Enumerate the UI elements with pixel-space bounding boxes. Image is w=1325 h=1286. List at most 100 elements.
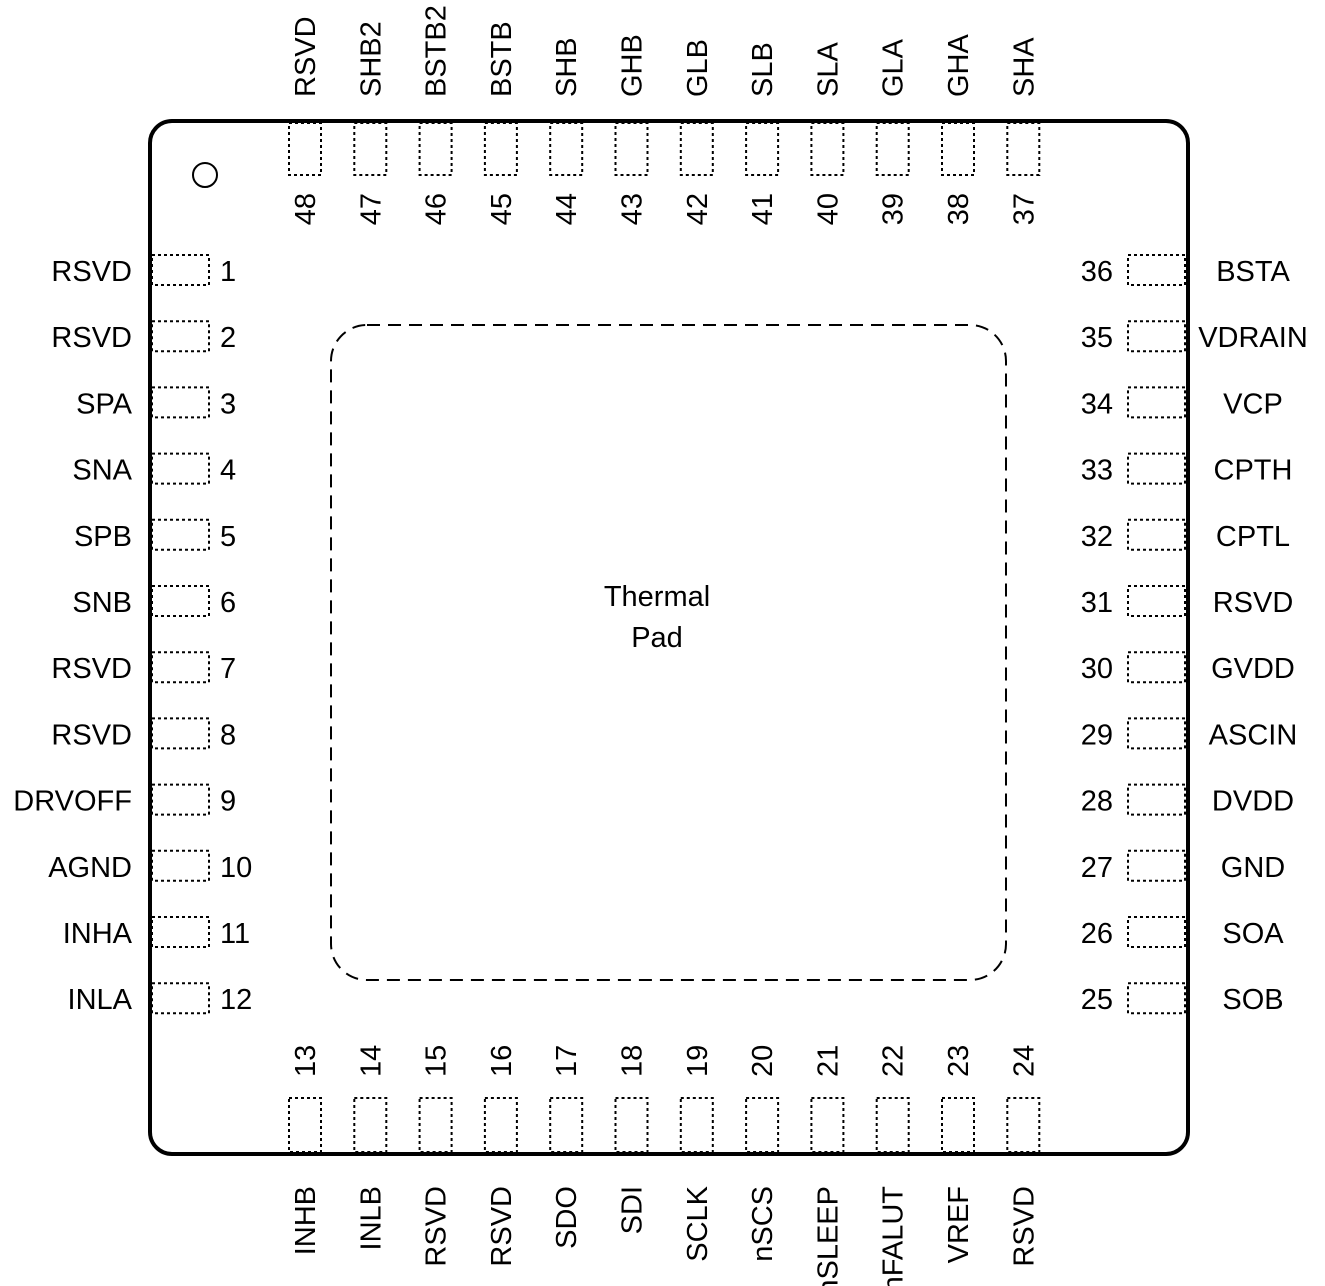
pin-name: AGND xyxy=(48,852,132,884)
pin-pad xyxy=(483,122,518,176)
pin-pad xyxy=(288,1097,322,1153)
pin-pad xyxy=(151,452,210,485)
pin-number: 1 xyxy=(220,256,236,288)
thermal-pad-outline xyxy=(330,324,1007,981)
pin-pad xyxy=(745,122,780,176)
pin-pad xyxy=(1127,717,1186,750)
pin-pad xyxy=(151,849,210,882)
pin-number: 19 xyxy=(682,1045,714,1077)
pin-name: GLB xyxy=(682,39,714,97)
pin-number: 41 xyxy=(747,193,779,225)
pin-name: SHB2 xyxy=(355,21,387,97)
pin-number: 21 xyxy=(812,1045,844,1077)
pin-number: 47 xyxy=(355,193,387,225)
pin-name: SNA xyxy=(72,455,132,487)
pin-pad xyxy=(1127,783,1186,816)
pin-pad xyxy=(151,651,210,684)
pin-number: 13 xyxy=(290,1045,322,1077)
pin-pad xyxy=(1127,452,1186,485)
pin-pad xyxy=(1127,982,1186,1015)
pin-number: 39 xyxy=(878,193,910,225)
pin-number: 43 xyxy=(617,193,649,225)
pin-pad xyxy=(1127,518,1186,551)
pin-name: BSTB2 xyxy=(421,5,453,97)
pin-pad xyxy=(418,1097,453,1153)
pin-pad xyxy=(151,518,210,551)
pin-pad xyxy=(679,1097,714,1153)
pin-number: 2 xyxy=(220,322,236,354)
pin-number: 34 xyxy=(1081,388,1113,420)
pin-number: 38 xyxy=(943,193,975,225)
pin-number: 33 xyxy=(1081,455,1113,487)
pin-pad xyxy=(288,122,322,176)
pin-name: SDI xyxy=(617,1186,649,1234)
pin-name: BSTA xyxy=(1216,256,1290,288)
pin-name: INLA xyxy=(68,984,133,1016)
pin-number: 9 xyxy=(220,786,236,818)
pin-number: 8 xyxy=(220,719,236,751)
pin-pad xyxy=(1127,585,1186,617)
pin-number: 12 xyxy=(220,984,252,1016)
pin-number: 37 xyxy=(1008,193,1040,225)
thermal-pad-label-line2: Pad xyxy=(631,622,683,654)
pin-pad xyxy=(549,122,584,176)
pin-name: SPB xyxy=(74,521,132,553)
pin-name: RSVD xyxy=(290,16,322,97)
pin-number: 35 xyxy=(1081,322,1113,354)
pin-name: GVDD xyxy=(1211,653,1295,685)
pin-number: 25 xyxy=(1081,984,1113,1016)
pin-pad xyxy=(151,585,210,617)
pin-number: 5 xyxy=(220,521,236,553)
pin-name: GLA xyxy=(878,38,910,97)
pin-name: RSVD xyxy=(51,256,132,288)
pin-number: 4 xyxy=(220,455,236,487)
pin-pad xyxy=(151,254,210,286)
pin-number: 29 xyxy=(1081,719,1113,751)
pin-name: CPTL xyxy=(1216,521,1290,553)
pin-pad xyxy=(151,916,210,948)
pin-name: RSVD xyxy=(51,719,132,751)
pin-number: 36 xyxy=(1081,256,1113,288)
pin-number: 6 xyxy=(220,587,236,619)
pin-name: VREF xyxy=(943,1186,975,1263)
pin-name: SCLK xyxy=(682,1185,714,1261)
pin-name: RSVD xyxy=(1213,587,1294,619)
pin-number: 32 xyxy=(1081,521,1113,553)
pin-pad xyxy=(151,783,210,816)
pin-pad xyxy=(151,320,210,353)
pin-pad xyxy=(1127,320,1186,353)
pin-number: 40 xyxy=(812,193,844,225)
pin-name: nSCS xyxy=(747,1186,779,1262)
pin-name: ASCIN xyxy=(1209,719,1298,751)
pin-number: 28 xyxy=(1081,786,1113,818)
pin-pad xyxy=(1127,386,1186,419)
pin-pad xyxy=(614,122,649,176)
pin1-marker-icon xyxy=(192,162,218,188)
pin-number: 23 xyxy=(943,1045,975,1077)
pin-pad xyxy=(810,1097,845,1153)
pin-number: 10 xyxy=(220,852,252,884)
pin-number: 7 xyxy=(220,653,236,685)
pin-number: 26 xyxy=(1081,918,1113,950)
pin-number: 45 xyxy=(486,193,518,225)
pin-pad xyxy=(1127,254,1186,286)
pin-name: RSVD xyxy=(421,1186,453,1267)
pin-number: 42 xyxy=(682,193,714,225)
pin-number: 11 xyxy=(220,918,250,950)
pin-pad xyxy=(875,122,910,176)
pin-name: VDRAIN xyxy=(1198,322,1308,354)
pin-name: BSTB xyxy=(486,21,518,97)
pin-pad xyxy=(483,1097,518,1153)
pin-name: SOA xyxy=(1222,918,1284,950)
pin-number: 15 xyxy=(421,1045,453,1077)
pin-number: 30 xyxy=(1081,653,1113,685)
pin-pad xyxy=(810,122,845,176)
pin-pad xyxy=(1127,651,1186,684)
pin-group: 1 RSVD 2 RSVD 3 SPA 4 SNA 5 SPB 6 SNB 7 RSVD 8 RSVD 9 DRV… xyxy=(13,5,1307,1286)
pin-number: 17 xyxy=(551,1045,583,1077)
pin-pad xyxy=(745,1097,780,1153)
pin-name: GHA xyxy=(943,34,975,98)
pin-pad xyxy=(941,122,975,176)
pin-name: SPA xyxy=(76,388,133,420)
